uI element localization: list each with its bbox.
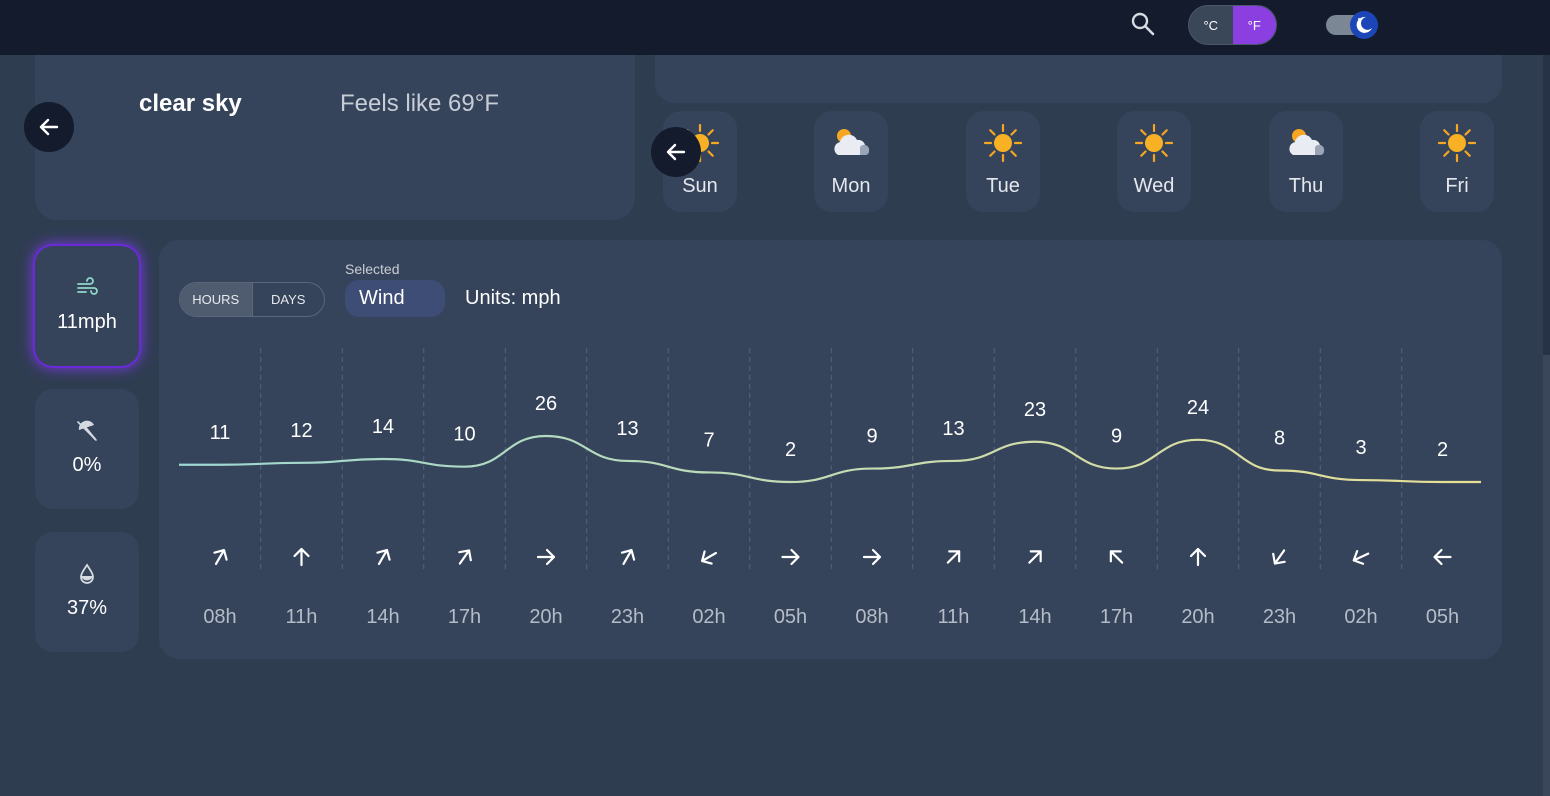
metric-card-wind[interactable]: 11mph	[35, 246, 139, 366]
arrow-ne-icon	[458, 549, 472, 565]
x-tick-label: 05h	[774, 606, 807, 628]
forecast-day-tue[interactable]: Tue	[966, 111, 1040, 212]
hours-tab[interactable]: HOURS	[180, 283, 252, 316]
data-label: 2	[785, 439, 796, 461]
condition-text: clear sky	[139, 90, 242, 117]
theme-toggle[interactable]	[1324, 11, 1380, 39]
metric-card-humidity[interactable]: 37%	[35, 532, 139, 652]
data-label: 12	[290, 420, 312, 442]
arrow-w-icon	[1433, 548, 1452, 566]
x-tick-label: 05h	[1426, 606, 1459, 628]
arrow-e-icon	[781, 548, 800, 566]
arrow-e-icon	[536, 548, 556, 566]
unit-fahrenheit-option[interactable]: °F	[1232, 6, 1276, 44]
metric-card-precipitation[interactable]: 0%	[35, 389, 139, 509]
partly-cloudy-icon	[834, 129, 870, 155]
x-tick-label: 11h	[286, 606, 318, 628]
data-label: 3	[1355, 437, 1366, 459]
search-icon[interactable]	[1129, 10, 1157, 38]
data-label: 11	[210, 422, 231, 444]
data-label: 9	[1111, 426, 1122, 448]
x-tick-label: 23h	[1263, 606, 1296, 628]
arrow-left-icon	[39, 118, 59, 136]
arrow-n-icon	[1189, 547, 1207, 567]
forecast-day-thu[interactable]: Thu	[1269, 111, 1343, 212]
arrow-ne-icon	[213, 548, 228, 566]
current-back-button[interactable]	[24, 102, 74, 152]
sun-icon	[1437, 123, 1477, 163]
arrow-left-icon	[666, 143, 686, 161]
x-tick-label: 17h	[1100, 606, 1133, 628]
x-tick-label: 20h	[529, 606, 562, 628]
units-label: Units: mph	[465, 287, 561, 309]
x-tick-label: 14h	[366, 606, 399, 628]
arrow-sw-icon	[1352, 549, 1370, 565]
forecast-day-fri[interactable]: Fri	[1420, 111, 1494, 212]
arrow-sw-icon	[1272, 549, 1286, 565]
chart-card: HOURS DAYS Selected Wind Units: mph 11 08…	[159, 240, 1502, 659]
x-tick-label: 17h	[448, 606, 481, 628]
x-tick-label: 23h	[611, 606, 644, 628]
forecast-day-label: Tue	[986, 175, 1020, 197]
selected-caption: Selected	[345, 261, 400, 277]
forecast-day-label: Mon	[831, 175, 871, 197]
unit-celsius-option[interactable]: °C	[1203, 17, 1219, 33]
forecast-back-button[interactable]	[651, 127, 701, 177]
x-tick-label: 02h	[692, 606, 725, 628]
metric-value: 0%	[72, 454, 102, 476]
data-label: 13	[942, 418, 964, 440]
forecast-day-mon[interactable]: Mon	[814, 111, 888, 212]
arrow-n-icon	[293, 547, 310, 567]
data-label: 23	[1024, 399, 1046, 421]
data-label: 24	[1187, 397, 1209, 419]
forecast-day-label: Thu	[1288, 175, 1324, 197]
data-label: 26	[535, 393, 557, 415]
x-tick-label: 20h	[1181, 606, 1214, 628]
data-label: 14	[372, 416, 394, 438]
arrow-ne-icon	[1028, 550, 1042, 564]
x-tick-label: 02h	[1344, 606, 1377, 628]
data-label: 7	[703, 429, 714, 451]
hours-days-toggle[interactable]: HOURS DAYS	[179, 282, 325, 317]
forecast-day-label: Sun	[682, 175, 718, 197]
arrow-ne-icon	[620, 548, 636, 566]
x-tick-label: 11h	[938, 606, 970, 628]
metric-value: 11mph	[57, 311, 117, 333]
data-label: 2	[1437, 439, 1448, 461]
arrow-sw-icon	[700, 550, 718, 565]
moon-icon	[1356, 16, 1372, 33]
droplet-icon	[80, 563, 94, 584]
feels-like-text: Feels like 69°F	[340, 90, 499, 117]
data-label: 13	[616, 418, 638, 440]
top-bar: °C °F	[0, 0, 1550, 55]
wind-icon	[77, 277, 98, 295]
arrow-ne-icon	[946, 550, 961, 564]
forecast-day-label: Fri	[1445, 175, 1469, 197]
umbrella-icon	[77, 420, 97, 441]
x-tick-label: 08h	[203, 606, 236, 628]
selected-metric-dropdown[interactable]: Wind	[345, 280, 445, 317]
arrow-nw-icon	[1109, 550, 1124, 564]
forecast-day-wed[interactable]: Wed	[1117, 111, 1191, 212]
sun-icon	[1134, 123, 1174, 163]
data-label: 8	[1274, 428, 1285, 450]
theme-toggle-knob	[1350, 11, 1378, 39]
x-tick-label: 08h	[855, 606, 888, 628]
days-tab[interactable]: DAYS	[251, 283, 325, 316]
data-label: 9	[866, 426, 877, 448]
x-tick-label: 14h	[1018, 606, 1051, 628]
page-scrollbar[interactable]	[1543, 55, 1550, 796]
metric-value: 37%	[66, 597, 108, 619]
wind-chart: 11 08h 12 11h 14 14h 10 17h 26 20h 13 23h 7 02h 2 05h 9 0…	[179, 348, 1481, 628]
partly-cloudy-icon	[1289, 129, 1325, 155]
wind-series-line	[179, 434, 1481, 484]
arrow-e-icon	[862, 548, 882, 566]
unit-toggle[interactable]: °C °F	[1188, 5, 1277, 45]
page-scrollbar-thumb[interactable]	[1543, 355, 1550, 796]
forecast-day-label: Wed	[1133, 175, 1175, 197]
data-label: 10	[453, 424, 475, 446]
arrow-ne-icon	[376, 548, 391, 566]
sun-icon	[983, 123, 1023, 163]
